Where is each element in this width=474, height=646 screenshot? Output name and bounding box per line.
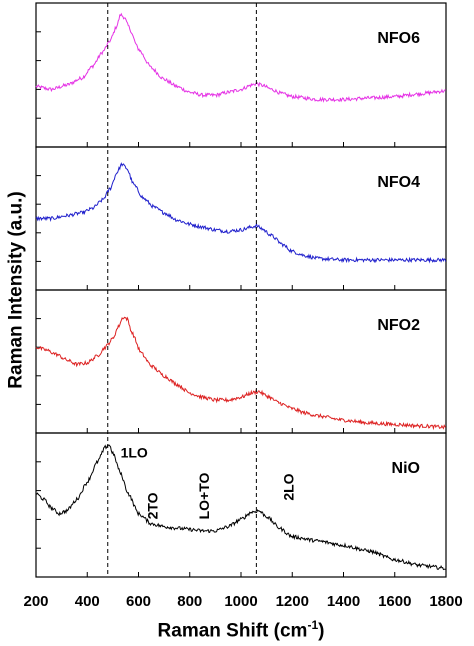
x-axis-label: Raman Shift (cm-1): [157, 618, 325, 642]
series-label-nio: NiO: [392, 460, 420, 477]
panel-frame: [35, 289, 447, 434]
series-label-nfo4: NFO4: [377, 174, 420, 191]
series-line-nfo6: [35, 12, 446, 103]
annotation-label: 1LO: [121, 444, 148, 460]
panel-nfo2: NFO2: [35, 289, 447, 434]
annotation-label: 2LO: [281, 473, 297, 500]
panel-nfo6: NFO6: [35, 2, 447, 148]
x-tick-label: 800: [177, 593, 202, 610]
panel-frame: [35, 2, 447, 148]
annotation-label: 2TO: [145, 492, 161, 519]
x-tick-label: 600: [126, 593, 151, 610]
x-tick-label: 200: [23, 593, 48, 610]
y-axis-label: Raman Intensity (a.u.): [6, 191, 28, 389]
panel-nfo4: NFO4: [35, 146, 447, 291]
x-tick-label: 1200: [276, 593, 309, 610]
series-label-nfo2: NFO2: [377, 317, 420, 334]
x-tick-label: 1600: [378, 593, 411, 610]
series-line-nio: [35, 444, 446, 571]
series-line-nfo2: [35, 316, 447, 431]
x-tick-label: 400: [75, 593, 100, 610]
series-label-nfo6: NFO6: [377, 30, 420, 47]
series-line-nfo4: [35, 162, 447, 264]
panel-nio: NiO: [35, 432, 447, 578]
x-tick-label: 1000: [224, 593, 257, 610]
x-tick-label: 1800: [429, 593, 462, 610]
annotation-label: LO+TO: [196, 472, 212, 519]
panel-frame: [35, 146, 447, 291]
x-tick-label: 1400: [327, 593, 360, 610]
